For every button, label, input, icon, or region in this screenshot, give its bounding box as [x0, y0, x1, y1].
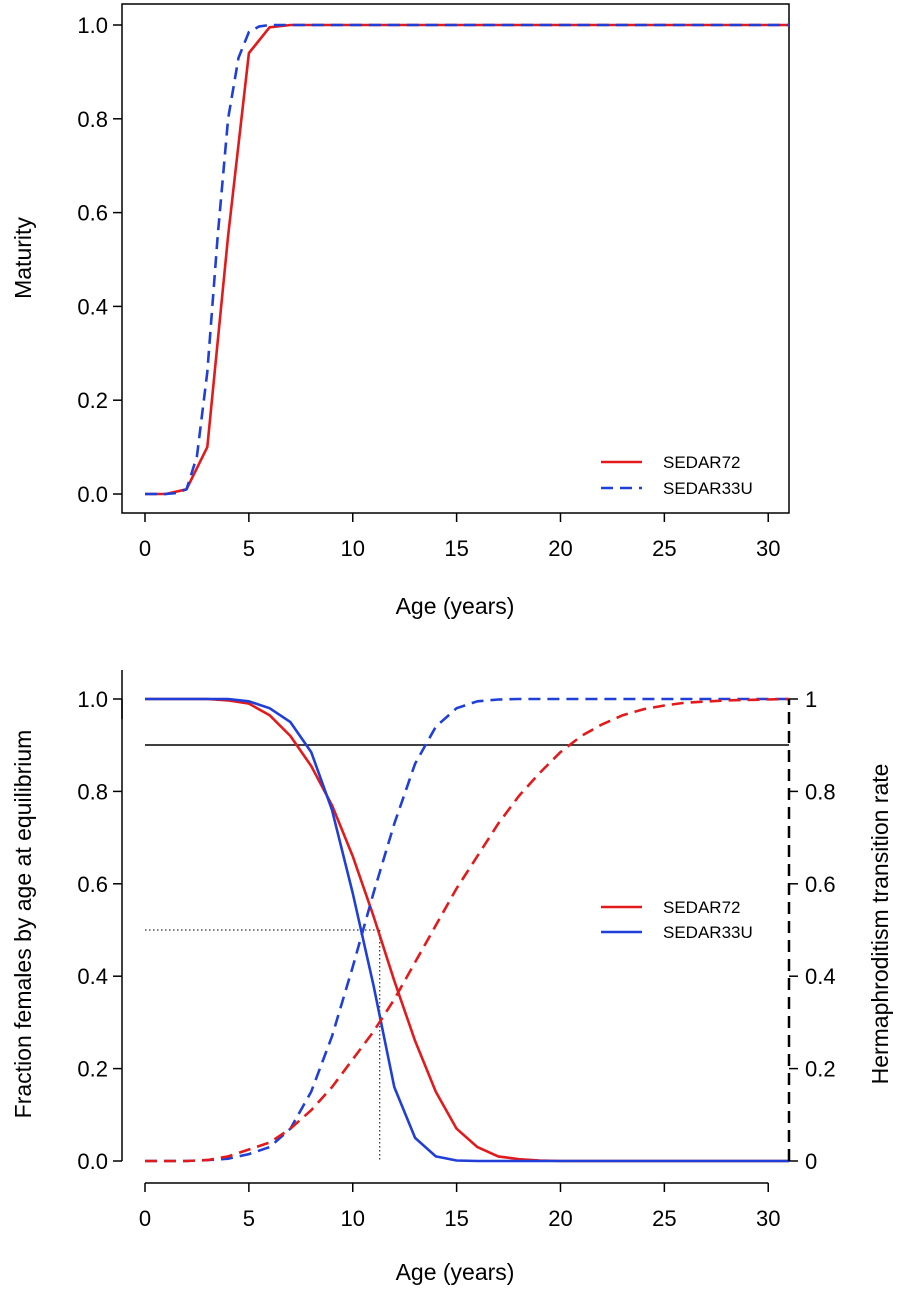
x-tick-label: 5 [243, 1206, 255, 1231]
series-line-2 [145, 23, 789, 496]
x-tick-label: 15 [444, 536, 468, 561]
x-tick-label: 25 [652, 1206, 676, 1231]
y-tick-label: 1.0 [77, 687, 108, 712]
x-tick-label: 0 [139, 536, 151, 561]
y-tick-label: 0.2 [77, 1057, 108, 1082]
y-tick-label: 0.4 [77, 964, 108, 989]
y-tick-label: 0.4 [77, 294, 108, 319]
legend-label: SEDAR72 [663, 898, 740, 917]
y-tick-label: 0.8 [77, 779, 108, 804]
legend-label: SEDAR33U [663, 479, 753, 498]
right-y-tick-label: 0.8 [805, 779, 836, 804]
y-tick-label: 0.8 [77, 107, 108, 132]
series-line-1 [145, 23, 789, 496]
series-line-4 [145, 697, 790, 1163]
series-line-3 [145, 697, 789, 1163]
x-tick-label: 20 [548, 1206, 572, 1231]
y-tick-label: 0.0 [77, 1149, 108, 1174]
y-axis-label: Fraction females by age at equilibrium [10, 730, 36, 1119]
x-tick-label: 10 [340, 536, 364, 561]
maturity-panel: 0 5 10 15 20 25 30 0.00.20.40.60.81.0 SEDAR72S… [10, 3, 790, 619]
sex-transition-panel: 0 5 10 15 20 25 30 0.00.20.40.60.81.0 00.20.40… [10, 670, 893, 1285]
y-axis-label: Maturity [10, 217, 36, 299]
x-axis: 0 5 10 15 20 25 30 [139, 513, 780, 561]
x-tick-label: 20 [548, 536, 572, 561]
x-tick-label: 10 [340, 1206, 364, 1231]
right-y-tick-label: 0.4 [805, 964, 836, 989]
x-tick-label: 30 [756, 536, 780, 561]
x-tick-label: 0 [139, 1206, 151, 1231]
y-tick-label: 0.0 [77, 482, 108, 507]
legend: SEDAR72 SEDAR33U [601, 898, 753, 942]
series-group [145, 23, 789, 496]
series-line-2 [145, 697, 789, 1163]
x-axis-label: Age (years) [396, 1259, 515, 1285]
x-tick-label: 15 [444, 1206, 468, 1231]
right-y-axis: 0 0.2 0.4 0.6 0.8 1 [789, 687, 836, 1174]
x-tick-label: 30 [756, 1206, 780, 1231]
right-y-tick-label: 0 [805, 1149, 817, 1174]
x-tick-label: 5 [243, 536, 255, 561]
plot-frame [121, 3, 790, 514]
y-tick-label: 0.6 [77, 201, 108, 226]
y-axis: 0.0 0.2 0.4 0.6 0.8 1.0 [77, 13, 122, 507]
y-axis: 0.0 0.2 0.4 0.6 0.8 1.0 [77, 687, 123, 1174]
y-tick-label: 0.6 [77, 872, 108, 897]
right-y-axis-label: Hermaphroditism transition rate [867, 764, 893, 1085]
y-tick-label: 0.2 [77, 388, 108, 413]
right-y-tick-label: 0.6 [805, 872, 836, 897]
x-tick-label: 25 [652, 536, 676, 561]
legend-label: SEDAR72 [663, 453, 740, 472]
x-axis-label: Age (years) [396, 593, 515, 619]
right-y-tick-label: 1 [805, 687, 817, 712]
right-y-tick-label: 0.2 [805, 1057, 836, 1082]
x-axis: 0 5 10 15 20 25 30 [139, 1182, 780, 1231]
y-tick-label: 1.0 [77, 13, 108, 38]
legend: SEDAR72 SEDAR33U [601, 453, 753, 498]
series-group [145, 697, 791, 1163]
legend-label: SEDAR33U [663, 923, 753, 942]
reference-lines [145, 929, 381, 1161]
